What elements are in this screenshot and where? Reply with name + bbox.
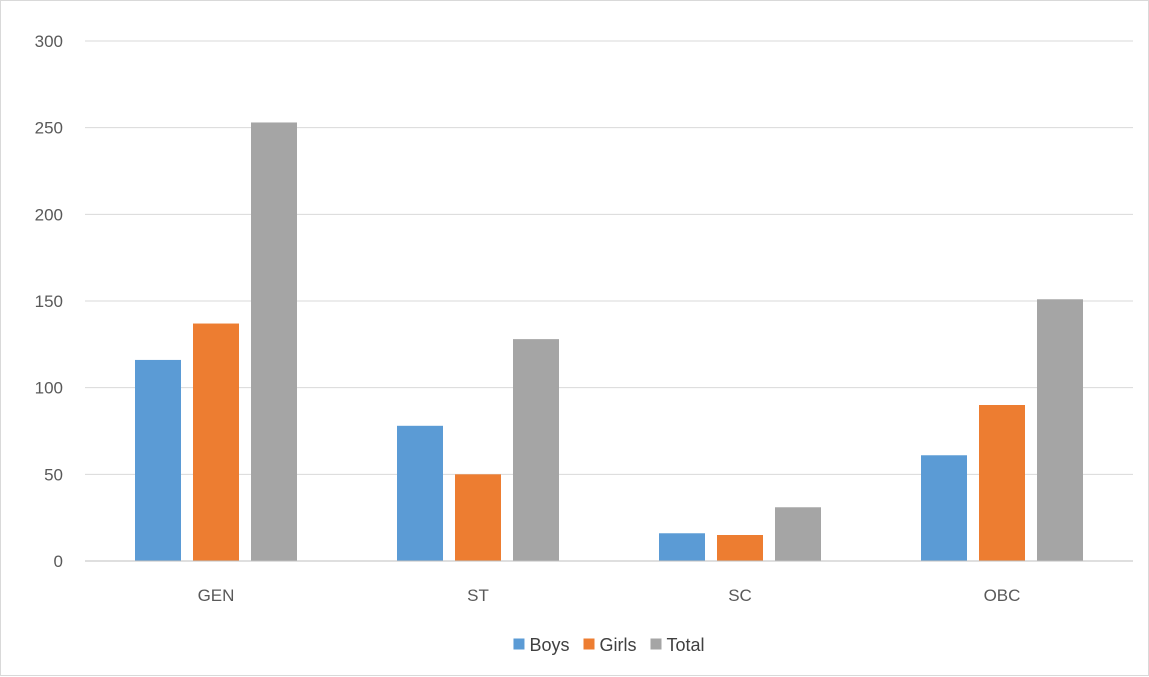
legend-swatch — [650, 638, 662, 650]
y-tick-label: 0 — [54, 552, 63, 571]
y-tick-label: 150 — [35, 292, 63, 311]
bar-total-gen — [251, 122, 297, 561]
bar-total-obc — [1037, 299, 1083, 561]
legend-item-girls: Girls — [583, 635, 637, 655]
bar-total-sc — [775, 507, 821, 561]
y-axis-tick-labels: 0 50 100 150 200 250 300 — [35, 32, 63, 571]
x-category-label: OBC — [984, 586, 1021, 605]
y-tick-label: 300 — [35, 32, 63, 51]
y-tick-label: 100 — [35, 379, 63, 398]
x-category-label: SC — [728, 586, 752, 605]
x-category-label: ST — [467, 586, 489, 605]
y-tick-label: 50 — [44, 465, 63, 484]
legend-swatch — [513, 638, 525, 650]
x-axis: GEN ST SC OBC — [85, 560, 1133, 605]
x-category-label: GEN — [198, 586, 235, 605]
legend-swatch — [583, 638, 595, 650]
legend-item-total: Total — [650, 635, 705, 655]
bars — [135, 122, 1083, 561]
y-tick-label: 250 — [35, 119, 63, 138]
bar-girls-gen — [193, 323, 239, 561]
legend: Boys Girls Total — [513, 635, 705, 655]
legend-label: Girls — [600, 635, 637, 655]
bar-boys-sc — [659, 533, 705, 561]
legend-item-boys: Boys — [513, 635, 570, 655]
bar-boys-gen — [135, 359, 181, 561]
bar-boys-st — [397, 425, 443, 561]
legend-label: Boys — [529, 635, 569, 655]
y-tick-label: 200 — [35, 205, 63, 224]
bar-boys-obc — [921, 455, 967, 561]
bar-total-st — [513, 339, 559, 561]
bar-girls-obc — [979, 405, 1025, 561]
gridlines — [85, 40, 1133, 475]
legend-label: Total — [667, 635, 705, 655]
bar-girls-sc — [717, 535, 763, 561]
bar-girls-st — [455, 474, 501, 561]
